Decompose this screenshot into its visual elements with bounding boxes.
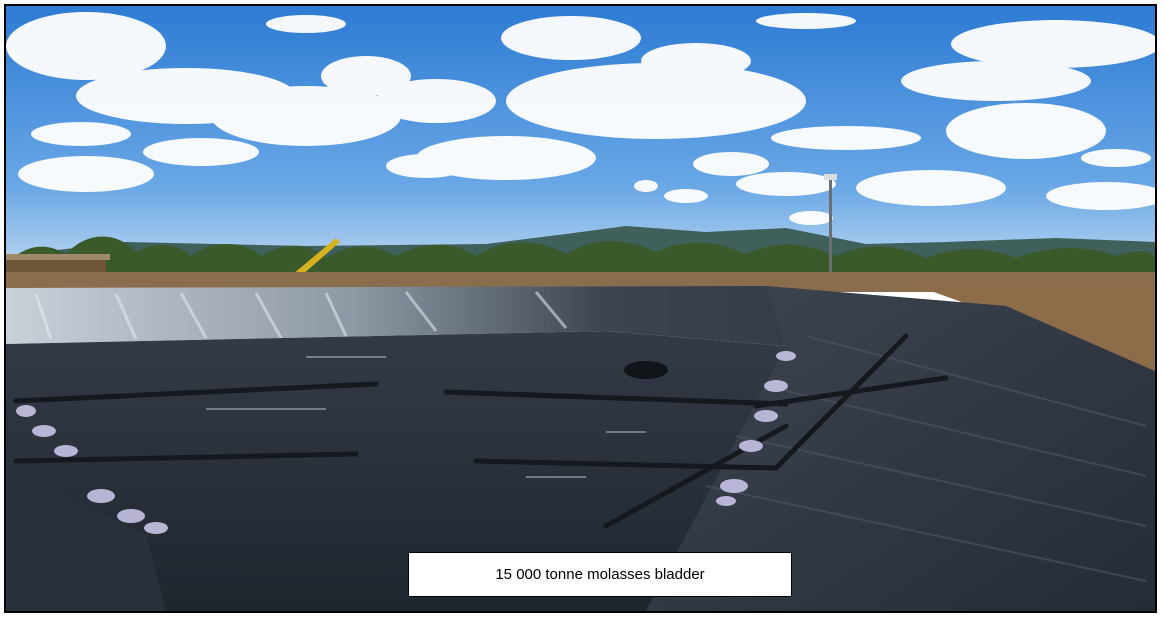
liner-back-wall [6, 286, 1006, 346]
sandbags [16, 351, 796, 534]
pump-unit [624, 361, 668, 379]
photo-scene [6, 6, 1155, 611]
ground [6, 272, 1155, 292]
caption-box: 15 000 tonne molasses bladder [408, 552, 792, 597]
liner-left-slope [6, 466, 166, 611]
pipes [13, 333, 949, 529]
tree-line [6, 236, 1155, 281]
caption-text: 15 000 tonne molasses bladder [495, 566, 705, 583]
clouds [6, 12, 1155, 225]
photo-frame: 15 000 tonne molasses bladder [4, 4, 1157, 613]
liner-right-slope [646, 286, 1155, 611]
liner-floor [6, 331, 786, 611]
crane [286, 238, 340, 282]
light-pole [829, 176, 832, 274]
